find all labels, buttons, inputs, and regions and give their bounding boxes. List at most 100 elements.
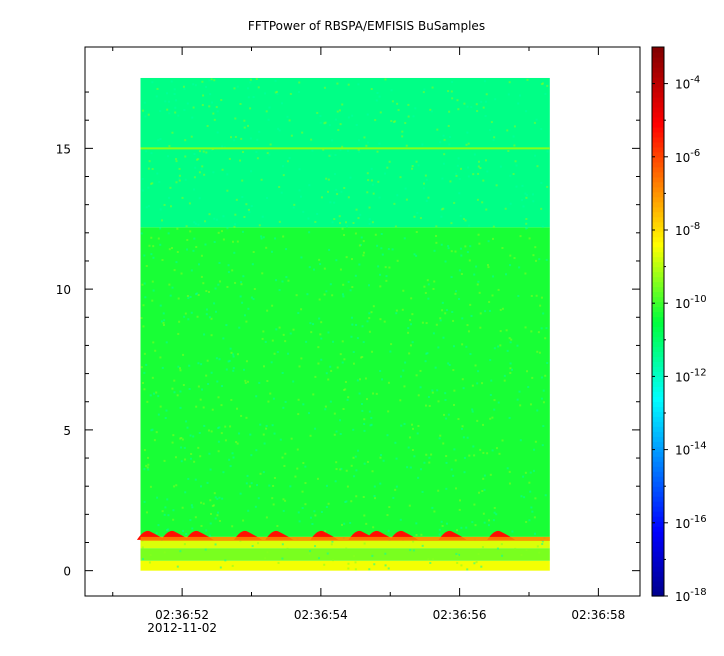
texture-speck — [318, 557, 321, 560]
texture-speck — [540, 327, 543, 330]
texture-speck — [347, 83, 350, 86]
texture-speck — [534, 154, 537, 157]
texture-speck — [241, 150, 244, 153]
colorbar-segment — [652, 401, 664, 407]
texture-speck — [478, 291, 481, 294]
texture-speck — [261, 215, 264, 218]
texture-speck — [265, 246, 268, 249]
colorbar-segment — [652, 536, 664, 542]
texture-speck — [368, 410, 371, 413]
texture-speck — [229, 425, 232, 428]
texture-speck — [297, 413, 300, 416]
texture-speck — [207, 382, 210, 385]
texture-speck — [164, 417, 167, 420]
texture-speck — [353, 475, 356, 478]
texture-speck — [151, 428, 154, 431]
texture-speck — [151, 182, 154, 185]
texture-speck — [266, 551, 269, 554]
texture-speck — [216, 514, 219, 517]
texture-speck — [354, 232, 357, 235]
texture-speck — [173, 88, 176, 91]
texture-speck — [188, 202, 191, 205]
texture-speck — [287, 352, 290, 355]
texture-speck — [433, 280, 436, 283]
texture-speck — [384, 78, 387, 81]
texture-speck — [402, 289, 405, 292]
texture-speck — [444, 260, 447, 263]
texture-speck — [164, 506, 167, 509]
texture-speck — [540, 128, 543, 131]
texture-speck — [320, 196, 323, 199]
texture-speck — [194, 516, 197, 519]
texture-speck — [210, 430, 213, 433]
texture-speck — [171, 131, 174, 134]
texture-speck — [365, 144, 368, 147]
texture-speck — [143, 282, 146, 285]
colorbar-segment — [652, 451, 664, 457]
texture-speck — [168, 100, 171, 103]
colorbar-segment — [652, 221, 664, 228]
texture-speck — [141, 546, 144, 549]
texture-speck — [422, 187, 425, 190]
texture-speck — [507, 93, 510, 96]
texture-speck — [218, 261, 221, 264]
texture-speck — [521, 184, 524, 187]
texture-speck — [277, 127, 280, 130]
texture-speck — [204, 243, 207, 246]
texture-speck — [208, 105, 211, 108]
texture-speck — [509, 254, 512, 257]
texture-speck — [451, 310, 454, 313]
texture-speck — [335, 188, 338, 191]
texture-speck — [516, 344, 519, 347]
texture-speck — [243, 314, 246, 317]
texture-speck — [308, 412, 311, 415]
texture-speck — [497, 288, 500, 291]
texture-speck — [356, 337, 359, 340]
texture-speck — [228, 359, 231, 362]
texture-speck — [376, 91, 379, 94]
texture-speck — [189, 295, 192, 298]
texture-speck — [373, 495, 376, 498]
texture-speck — [439, 141, 442, 144]
texture-speck — [234, 281, 237, 284]
texture-speck — [226, 173, 229, 176]
texture-speck — [170, 247, 173, 250]
texture-speck — [435, 323, 438, 326]
colorbar-tick-label: 10-12 — [675, 367, 707, 384]
texture-speck — [331, 221, 334, 224]
texture-speck — [339, 123, 342, 126]
texture-speck — [245, 482, 248, 485]
texture-speck — [155, 431, 158, 434]
texture-speck — [454, 292, 457, 295]
texture-speck — [411, 165, 414, 168]
texture-speck — [268, 106, 271, 109]
texture-speck — [411, 423, 414, 426]
texture-speck — [211, 408, 214, 411]
texture-speck — [380, 247, 383, 250]
texture-speck — [440, 215, 443, 218]
texture-speck — [525, 548, 528, 551]
texture-speck — [326, 552, 329, 555]
texture-speck — [243, 119, 246, 122]
texture-speck — [190, 269, 193, 272]
texture-speck — [177, 297, 180, 300]
texture-speck — [304, 503, 307, 506]
texture-speck — [433, 249, 436, 252]
texture-speck — [392, 496, 395, 499]
texture-speck — [242, 519, 245, 522]
texture-speck — [168, 196, 171, 199]
texture-speck — [368, 317, 371, 320]
texture-speck — [354, 561, 357, 564]
texture-speck — [261, 337, 264, 340]
texture-speck — [329, 154, 332, 157]
texture-speck — [534, 497, 537, 500]
texture-speck — [445, 522, 448, 525]
texture-speck — [213, 79, 216, 82]
texture-speck — [463, 456, 466, 459]
texture-speck — [180, 272, 183, 275]
texture-speck — [524, 471, 527, 474]
texture-speck — [409, 344, 412, 347]
texture-speck — [415, 374, 418, 377]
texture-speck — [157, 395, 160, 398]
texture-speck — [449, 136, 452, 139]
